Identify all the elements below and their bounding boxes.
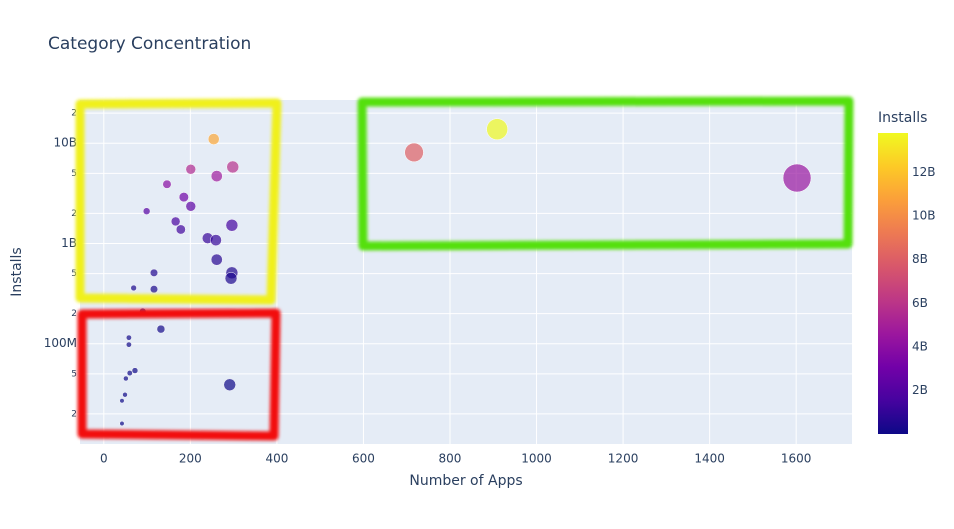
colorbar-tick-label: 4B	[912, 340, 928, 354]
highlight-box	[75, 98, 282, 305]
plot-area	[80, 100, 852, 444]
x-tick-label: 1400	[694, 452, 725, 466]
y-tick-label: 5	[71, 369, 77, 379]
bubble	[224, 272, 238, 285]
bubble	[404, 142, 424, 163]
bubble	[170, 216, 181, 227]
bubble	[486, 118, 508, 141]
bubble	[149, 268, 159, 277]
colorbar-tick-label: 6B	[912, 296, 928, 310]
y-tick-label: 10B	[53, 136, 77, 150]
bubble	[131, 367, 139, 374]
y-axis-label: Installs	[9, 247, 25, 296]
bubble	[185, 164, 196, 175]
bubble	[225, 218, 239, 232]
x-tick-label: 400	[265, 452, 288, 466]
bubble	[126, 370, 133, 377]
y-tick-label: 2	[71, 109, 77, 119]
bubble	[142, 207, 151, 215]
y-tick-label: 5	[71, 169, 77, 179]
bubble	[185, 201, 196, 212]
colorbar-tick-label: 8B	[912, 252, 928, 266]
grid	[80, 100, 852, 444]
bubble	[209, 234, 222, 247]
bubble	[207, 133, 220, 145]
bubble	[122, 392, 128, 398]
highlight-box	[77, 308, 281, 441]
bubble	[782, 163, 812, 193]
bubble	[178, 192, 189, 203]
x-tick-label: 1000	[521, 452, 552, 466]
y-tick-label: 2	[71, 409, 77, 419]
y-tick-label: 5	[71, 269, 77, 279]
y-tick-label: 2	[71, 309, 77, 319]
bubble	[226, 160, 240, 174]
x-tick-label: 600	[352, 452, 375, 466]
y-tick-label: 2	[71, 209, 77, 219]
colorbar-title: Installs	[878, 110, 927, 126]
bubble	[156, 324, 166, 334]
bubble	[162, 179, 172, 189]
highlights	[75, 96, 854, 441]
highlight-box	[357, 96, 854, 251]
x-axis-label: Number of Apps	[409, 473, 522, 489]
x-tick-label: 0	[100, 452, 108, 466]
bubble	[125, 334, 132, 341]
colorbar-tick-label: 10B	[912, 208, 936, 222]
bubble	[123, 375, 129, 382]
y-tick-label: 1B	[61, 236, 77, 250]
colorbar	[878, 133, 908, 434]
x-tick-label: 800	[439, 452, 462, 466]
chart-title: Category Concentration	[48, 34, 251, 54]
x-tick-label: 1200	[608, 452, 639, 466]
bubble	[175, 224, 186, 235]
colorbar-tick-label: 12B	[912, 165, 936, 179]
bubble	[210, 170, 223, 183]
colorbar-tick-label: 2B	[912, 383, 928, 397]
ticks: 0 200 400 600 800 1000 1200 1400 1600 2 5 100M 2 5 1B 2…	[44, 109, 936, 466]
bubble	[125, 341, 132, 348]
bubble	[210, 253, 223, 266]
x-tick-label: 200	[179, 452, 202, 466]
x-tick-label: 1600	[781, 452, 812, 466]
y-tick-label: 100M	[44, 336, 77, 350]
bubble	[119, 421, 125, 427]
bubble	[130, 284, 137, 292]
bubble	[119, 398, 125, 404]
bubble	[223, 378, 236, 391]
points	[119, 118, 812, 427]
bubble	[149, 285, 159, 294]
